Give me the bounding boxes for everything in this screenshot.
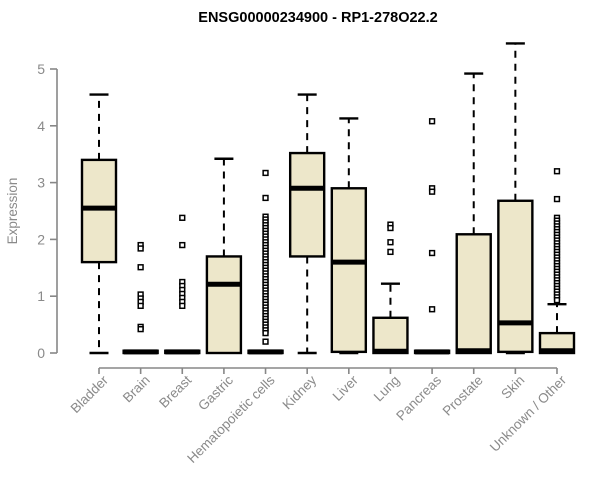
y-tick-label: 2 — [37, 231, 45, 247]
boxplot-bladder — [80, 93, 118, 355]
box-bladder — [80, 158, 118, 264]
boxplot-breast — [164, 214, 201, 355]
outlier-point-hematopoietic-cells — [262, 338, 269, 345]
outlier-point-unknown-other — [553, 168, 561, 175]
box-prostate — [455, 233, 492, 355]
outlier-point-unknown-other — [553, 297, 561, 304]
outlier-point-breast — [179, 241, 186, 249]
outlier-point-pancreas — [428, 249, 436, 257]
y-tick-label: 1 — [37, 288, 45, 304]
outlier-point-brain — [137, 325, 144, 333]
outlier-point-lung — [387, 224, 394, 232]
boxplot-hematopoietic-cells — [247, 169, 284, 355]
x-category-label-skin: Skin — [498, 373, 527, 402]
outlier-point-lung — [387, 248, 394, 256]
boxplot-unknown-other — [538, 168, 576, 355]
outlier-point-pancreas — [428, 188, 436, 195]
x-category-label-lung: Lung — [371, 373, 403, 405]
y-tick-label: 5 — [37, 61, 45, 77]
outlier-point-hematopoietic-cells — [262, 169, 269, 177]
y-axis: 0 1 2 3 4 5 — [37, 61, 58, 361]
x-category-label-gastric: Gastric — [195, 372, 236, 413]
box-lung — [372, 316, 409, 355]
outlier-point-lung — [387, 239, 394, 246]
boxplot-skin — [497, 42, 534, 355]
boxplot-pancreas — [413, 118, 451, 355]
y-tick-label: 3 — [37, 175, 45, 191]
box-skin — [497, 199, 534, 354]
boxplot-gastric — [205, 157, 243, 355]
boxplot-prostate — [455, 72, 492, 355]
outlier-point-brain — [137, 264, 144, 271]
boxplot-series-group — [80, 42, 576, 355]
outlier-point-brain — [137, 245, 144, 252]
x-category-label-pancreas: Pancreas — [393, 372, 444, 423]
outlier-point-breast — [179, 302, 186, 310]
x-category-label-breast: Breast — [156, 372, 194, 410]
x-category-label-kidney: Kidney — [280, 372, 320, 412]
outlier-point-brain — [137, 302, 144, 310]
box-liver — [330, 187, 368, 354]
boxplot-lung — [372, 221, 409, 355]
x-category-label-liver: Liver — [330, 372, 362, 404]
outlier-point-breast — [179, 214, 186, 221]
x-category-label-prostate: Prostate — [440, 373, 486, 419]
boxplot-kidney — [288, 93, 326, 355]
y-tick-label: 4 — [37, 118, 45, 134]
outlier-point-hematopoietic-cells — [262, 329, 269, 337]
box-gastric — [205, 255, 243, 355]
y-tick-label: 0 — [37, 345, 45, 361]
box-kidney — [288, 151, 326, 258]
y-axis-label: Expression — [5, 178, 20, 245]
x-category-label-bladder: Bladder — [68, 372, 112, 416]
boxplot-liver — [330, 117, 368, 355]
x-category-label-brain: Brain — [120, 373, 153, 406]
outlier-point-pancreas — [428, 118, 436, 125]
outlier-point-unknown-other — [553, 195, 561, 203]
x-category-label-unknown-other: Unknown / Other — [487, 372, 570, 455]
chart-title: ENSG00000234900 - RP1-278O22.2 — [198, 10, 437, 26]
boxplot-brain — [122, 241, 159, 355]
outlier-point-pancreas — [428, 306, 436, 313]
outlier-point-hematopoietic-cells — [262, 194, 269, 202]
